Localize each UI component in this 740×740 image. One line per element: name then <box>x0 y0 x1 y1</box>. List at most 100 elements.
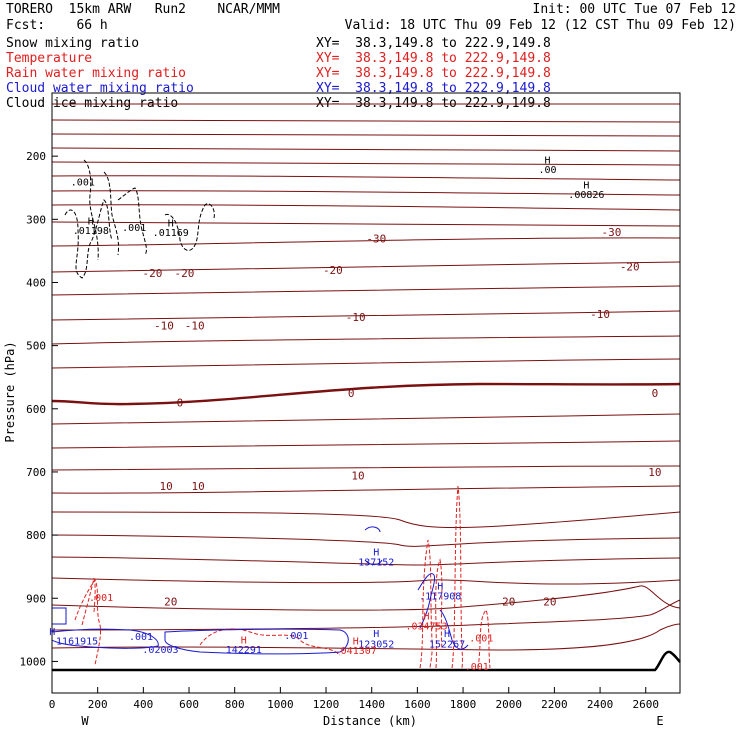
temperature-label: -10 <box>154 319 174 332</box>
maximum-label: H <box>168 218 174 229</box>
isotherm-line <box>51 204 681 211</box>
isotherm-line <box>51 534 681 547</box>
snow-contour <box>117 187 147 256</box>
maximum-label: .001 <box>284 631 308 642</box>
snow-contour <box>83 159 99 261</box>
cloud-water-contour <box>51 628 159 649</box>
maximum-label: 142291 <box>226 645 262 656</box>
snow-contour <box>164 203 215 251</box>
isotherm-line <box>51 577 681 585</box>
x-tick-label: 2000 <box>495 698 522 711</box>
x-tick-label: 2400 <box>587 698 614 711</box>
isotherm-line <box>51 261 681 273</box>
isotherm-line <box>51 237 681 247</box>
maximum-label: H <box>444 629 450 640</box>
cloud-water-contour <box>364 526 383 566</box>
temperature-labels: -30 -30 -20 -20 -20 -20 -10 -10 -10 -10 0 0 0 10 10 10 1… <box>143 226 662 608</box>
maximum-label: H <box>241 635 247 646</box>
cloud-water-contour <box>52 607 67 625</box>
maximum-label: H <box>353 637 359 648</box>
temperature-label: -20 <box>323 264 343 277</box>
isotherm-line <box>51 147 681 152</box>
temperature-label: 10 <box>160 480 173 493</box>
field-xy-temperature: XY= 38.3,149.8 to 222.9,149.8 <box>316 51 551 66</box>
isotherm-line <box>51 485 681 494</box>
x-tick-label: 1800 <box>450 698 477 711</box>
x-tick-label: 1600 <box>404 698 431 711</box>
temperature-label: 20 <box>502 595 515 608</box>
x-tick-label: 1000 <box>267 698 294 711</box>
temperature-label: 0 <box>348 387 355 400</box>
temperature-label: -10 <box>185 319 205 332</box>
temperature-label: -10 <box>346 311 366 324</box>
temperature-label: 10 <box>351 470 364 483</box>
isotherm-zero-line <box>51 382 681 406</box>
maximum-label: H <box>583 181 589 192</box>
temperature-label: 0 <box>177 396 184 409</box>
isotherm-line <box>51 556 681 566</box>
maximum-label: .001 <box>465 662 489 673</box>
cloud-water-contours <box>51 526 469 655</box>
cloud-water-contour <box>439 609 469 650</box>
isotherm-line <box>51 310 681 321</box>
isotherm-line <box>51 175 681 181</box>
y-axis-title: Pressure (hPa) <box>3 341 17 442</box>
field-label-cloud-water: Cloud water mixing ratio <box>6 81 194 96</box>
temperature-label: 20 <box>164 595 177 608</box>
y-tick-label: 300 <box>26 213 46 226</box>
field-label-snow: Snow mixing ratio <box>6 36 140 51</box>
isotherm-line <box>51 358 681 369</box>
temperature-label: -30 <box>366 232 386 245</box>
cloud-water-contour <box>417 573 435 629</box>
y-tick-label: 600 <box>26 403 46 416</box>
rain-contour <box>199 628 341 656</box>
temperature-label: 10 <box>192 480 205 493</box>
rain-contour <box>451 485 463 669</box>
rain-contour <box>74 579 101 666</box>
maximum-label: .117908 <box>419 592 461 603</box>
isotherm-line <box>51 161 681 166</box>
field-xy-snow: XY= 38.3,149.8 to 222.9,149.8 <box>316 36 551 51</box>
x-tick-label: 0 <box>49 698 56 711</box>
isotherm-line <box>51 465 681 471</box>
maximum-label: 152267 <box>429 640 465 651</box>
rain-contour <box>477 609 491 669</box>
temperature-label: -20 <box>620 261 640 274</box>
isotherm-line <box>51 599 681 631</box>
temperature-label: -20 <box>143 267 163 280</box>
rain-contour <box>435 558 443 669</box>
isotherm-line <box>51 285 681 296</box>
maximum-label: 137152 <box>358 558 394 569</box>
maximum-label: .01198 <box>73 226 109 237</box>
y-tick-label: 500 <box>26 340 46 353</box>
maximum-label: H <box>373 548 379 559</box>
x-tick-label: 1200 <box>313 698 340 711</box>
snow-contour <box>103 171 119 256</box>
maximum-label: H <box>545 155 551 166</box>
maximum-label: .001 <box>129 632 153 643</box>
model-title: TORERO 15km ARW Run2 NCAR/MMM <box>6 2 280 17</box>
maximum-label: H <box>88 217 94 228</box>
isotherm-line <box>51 133 681 137</box>
maximum-label: .01169 <box>153 228 189 239</box>
y-tick-label: 200 <box>26 150 46 163</box>
init-time: Init: 00 UTC Tue 07 Feb 12 <box>532 2 737 17</box>
valid-time: Valid: 18 UTC Thu 09 Feb 12 (12 CST Thu … <box>344 18 736 33</box>
x-tick-label: 2600 <box>632 698 659 711</box>
x-axis: 0 200 400 600 800 1000 1200 1400 1600 1800 2000 220… <box>49 687 659 711</box>
rain-contour <box>419 539 433 669</box>
maximum-label: 1161915 <box>56 637 98 648</box>
maximum-label: H <box>373 629 379 640</box>
isotherm-line <box>51 623 681 651</box>
x-axis-title: Distance (km) <box>323 714 417 728</box>
x-tick-label: 2200 <box>541 698 568 711</box>
terrain-line <box>52 650 681 672</box>
isotherm-line <box>51 190 681 196</box>
temperature-label: 20 <box>543 595 556 608</box>
temperature-label: -10 <box>590 308 610 321</box>
y-tick-label: 400 <box>26 276 46 289</box>
maximum-label: .001 <box>122 223 146 234</box>
maximum-label: 123052 <box>358 640 394 651</box>
